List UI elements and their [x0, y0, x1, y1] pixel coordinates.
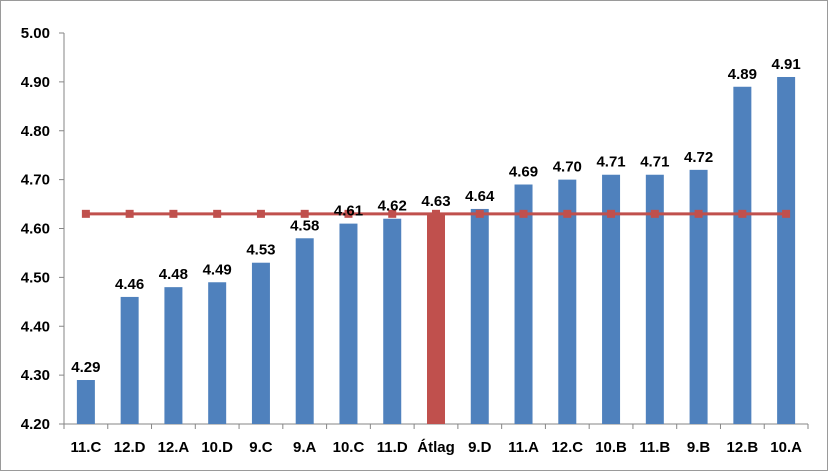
data-label: 4.29 [71, 359, 100, 376]
y-tick-label: 5.00 [21, 25, 50, 42]
data-label: 4.53 [246, 242, 275, 259]
bar [514, 184, 533, 424]
data-label: 4.64 [465, 188, 495, 205]
x-tick-label: 9.A [293, 439, 317, 456]
bar [558, 179, 577, 424]
data-label: 4.58 [290, 217, 319, 234]
x-tick-label: 10.D [201, 439, 233, 456]
y-tick-label: 4.70 [21, 172, 50, 189]
bar [470, 208, 489, 424]
average-marker [125, 209, 134, 218]
bar [164, 287, 183, 424]
data-label: 4.62 [378, 198, 407, 215]
average-marker [169, 209, 178, 218]
y-tick-label: 4.30 [21, 367, 50, 384]
data-label: 4.69 [509, 164, 538, 181]
average-marker [650, 209, 659, 218]
bar [120, 296, 139, 424]
data-label: 4.91 [772, 56, 801, 73]
bar [645, 174, 664, 424]
bar [427, 213, 445, 424]
bar [602, 174, 621, 424]
bar [339, 223, 358, 424]
bar [295, 238, 314, 424]
x-tick-label: 11.C [70, 439, 101, 456]
average-marker [607, 209, 616, 218]
x-tick-label: 10.C [333, 439, 365, 456]
average-marker [519, 209, 528, 218]
x-tick-label: Átlag [417, 439, 455, 456]
x-tick-label: 10.B [595, 439, 627, 456]
x-tick-label: 11.A [508, 439, 539, 456]
data-label: 4.49 [203, 261, 232, 278]
y-tick-label: 4.50 [21, 269, 50, 286]
average-marker [388, 209, 397, 218]
x-tick-label: 9.C [249, 439, 273, 456]
x-tick-label: 11.B [639, 439, 670, 456]
average-marker [432, 209, 440, 218]
bar [251, 262, 270, 424]
x-tick-label: 10.A [770, 439, 802, 456]
x-tick-label: 12.A [158, 439, 190, 456]
bar [208, 282, 227, 424]
data-label: 4.70 [553, 159, 582, 176]
data-label: 4.46 [115, 276, 144, 293]
average-marker [81, 209, 90, 218]
bar [383, 218, 402, 424]
data-label: 4.89 [728, 66, 757, 83]
average-marker [694, 209, 703, 218]
x-tick-label: 12.D [114, 439, 146, 456]
bar [689, 169, 708, 424]
average-marker [213, 209, 222, 218]
y-tick-label: 4.60 [21, 221, 50, 238]
data-label: 4.71 [640, 154, 669, 171]
x-tick-label: 12.B [727, 439, 759, 456]
data-label: 4.63 [421, 193, 450, 210]
x-tick-label: 11.D [377, 439, 408, 456]
data-label: 4.48 [159, 266, 188, 283]
x-tick-label: 12.C [551, 439, 583, 456]
x-tick-label: 9.B [687, 439, 711, 456]
average-marker [563, 209, 572, 218]
average-marker [256, 209, 265, 218]
data-label: 4.72 [684, 149, 713, 166]
y-tick-label: 4.20 [21, 416, 50, 433]
average-marker [344, 209, 353, 218]
average-marker [738, 209, 747, 218]
bar [733, 86, 752, 424]
y-tick-label: 4.90 [21, 74, 50, 91]
average-marker [782, 209, 791, 218]
x-tick-label: 9.D [468, 439, 492, 456]
bar [76, 380, 95, 424]
y-tick-label: 4.40 [21, 318, 50, 335]
y-tick-label: 4.80 [21, 123, 50, 140]
average-marker [300, 209, 309, 218]
average-marker [475, 209, 484, 218]
data-label: 4.71 [596, 154, 625, 171]
bar [777, 76, 796, 425]
data-label: 4.61 [334, 203, 363, 220]
